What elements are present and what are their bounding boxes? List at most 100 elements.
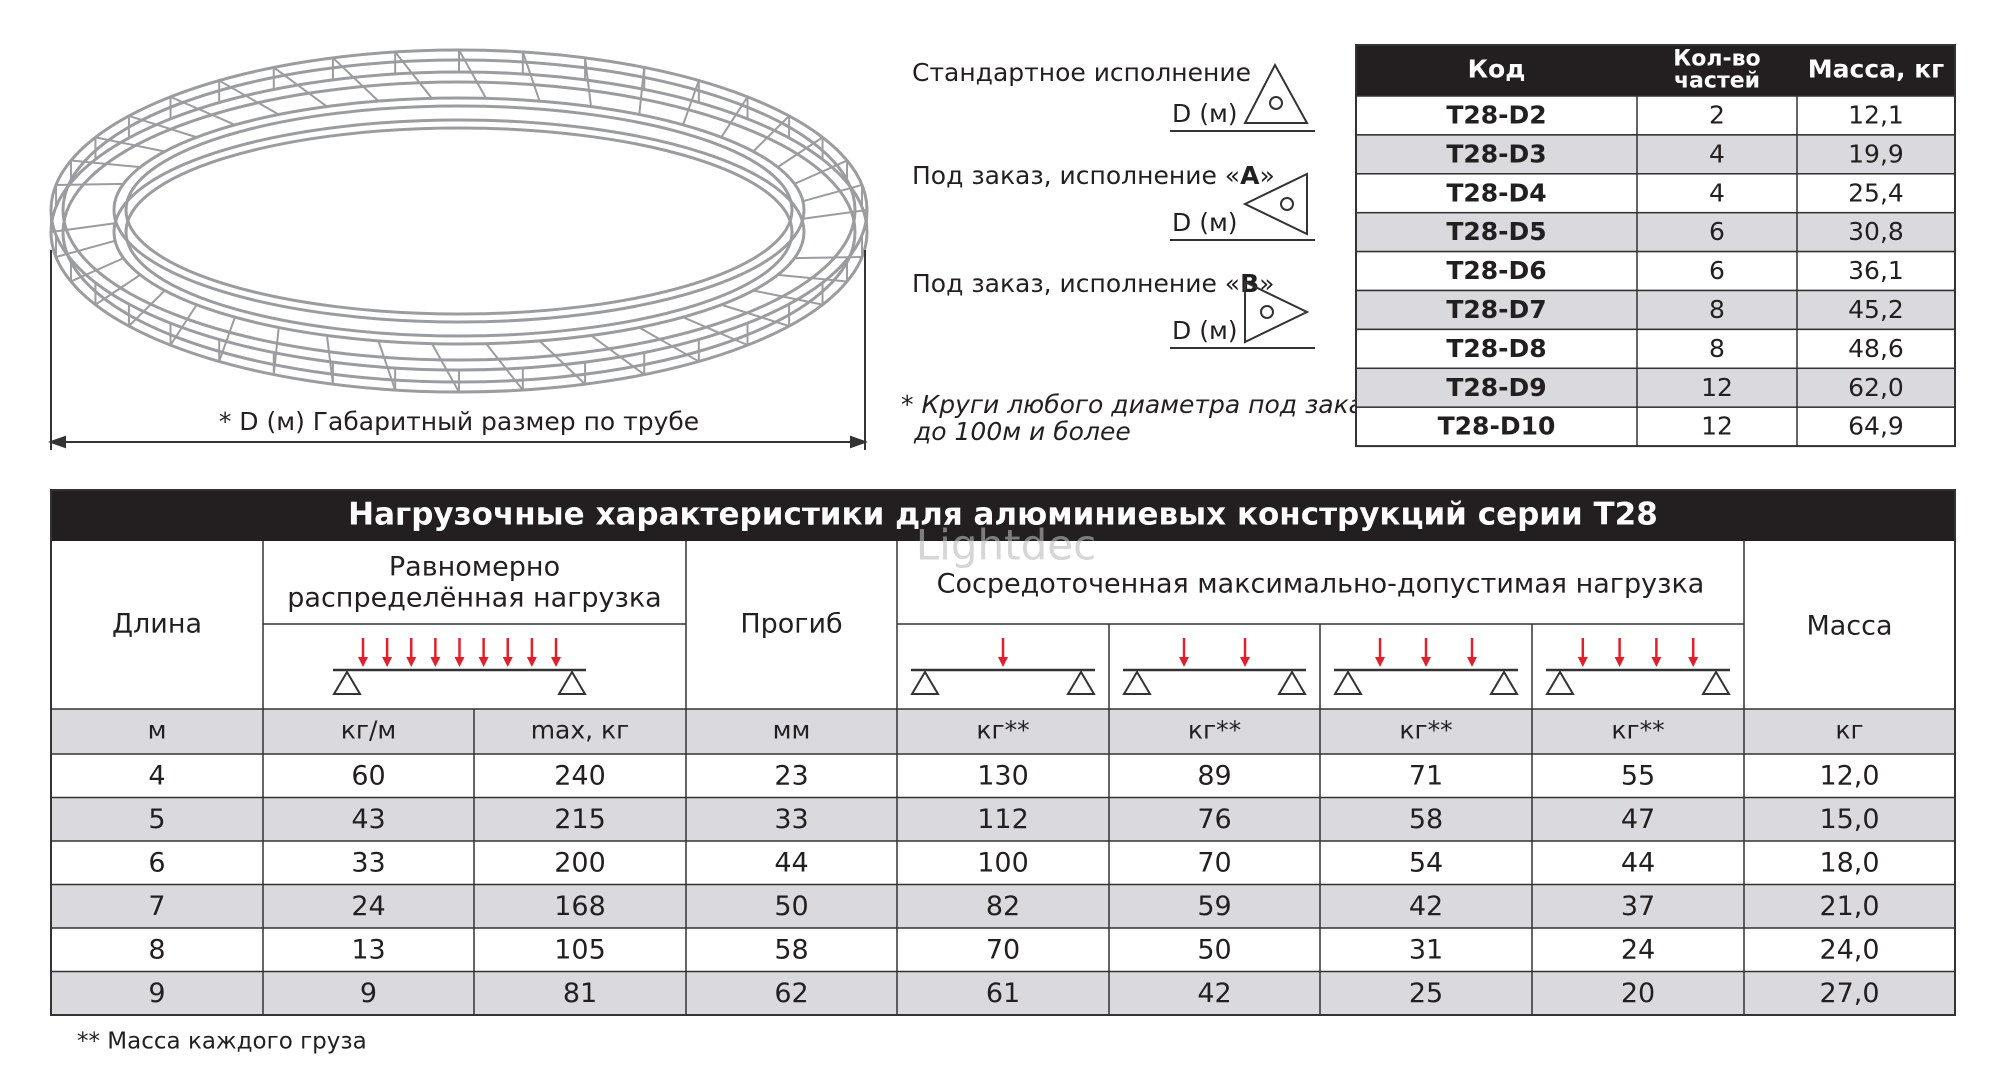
truss-strut <box>802 184 863 203</box>
table-header-bg <box>1356 45 1955 96</box>
table-cell: 33 <box>351 847 385 878</box>
truss-tube <box>124 104 794 316</box>
profile-dot <box>1269 96 1283 110</box>
support <box>910 670 940 695</box>
table-cell: 23 <box>774 760 808 791</box>
table-row-bg <box>51 884 1955 928</box>
load-arrow-head <box>526 657 537 667</box>
column-header: Длина <box>112 609 202 640</box>
table-cell: 9 <box>148 978 165 1009</box>
table-cell: 44 <box>1621 847 1655 878</box>
load-arrow-head <box>1614 657 1625 667</box>
table-cell: 54 <box>1409 847 1443 878</box>
load-arrow-head <box>406 657 417 667</box>
truss-strut <box>590 334 645 376</box>
truss-drawing <box>49 48 869 394</box>
table-cell: T28-D8 <box>1446 334 1546 363</box>
column-header: частей <box>1674 69 1760 94</box>
truss-strut <box>95 136 166 153</box>
table-cell: 20 <box>1621 978 1655 1009</box>
variant-dimension: D (м) <box>1172 316 1238 345</box>
table-cell: 76 <box>1197 804 1231 835</box>
table-cell: 62,0 <box>1848 373 1904 402</box>
unit-cell: кг** <box>976 716 1029 745</box>
note-line: до 100м и более <box>913 417 1131 446</box>
column-header: Прогиб <box>740 609 842 640</box>
table-cell: 200 <box>554 847 606 878</box>
column-header: Сосредоточенная максимально-допустимая н… <box>937 569 1705 600</box>
title-bar <box>51 490 1955 541</box>
truss-tube <box>112 118 806 346</box>
table-border <box>50 489 1956 1016</box>
truss-strut <box>377 340 397 391</box>
table-cell: 15,0 <box>1819 804 1879 835</box>
load-arrow-head <box>1688 657 1699 667</box>
support <box>1489 670 1519 695</box>
load-arrow-head <box>1375 657 1385 667</box>
table-cell: 55 <box>1621 760 1655 791</box>
watermark: Lightdec <box>916 521 1096 570</box>
profile-icon <box>1170 62 1315 132</box>
unit-cell: max, кг <box>531 716 630 745</box>
table-cell: T28-D4 <box>1446 178 1546 207</box>
table-cell: 9 <box>360 978 377 1009</box>
truss-strut <box>752 289 823 306</box>
table-row-bg <box>51 841 1955 885</box>
variant-label: Стандартное исполнение <box>912 58 1251 87</box>
table-border <box>1355 44 1956 448</box>
load-arrow-head <box>478 657 489 667</box>
support <box>1701 670 1731 695</box>
truss-strut <box>332 57 380 102</box>
load-icon <box>1545 638 1731 695</box>
support <box>1277 670 1307 695</box>
table-cell: 81 <box>563 978 597 1009</box>
footnote: ** Масса каждого груза <box>77 1029 367 1055</box>
table-cell: 71 <box>1409 760 1443 791</box>
table-cell: 12 <box>1701 412 1733 441</box>
table-cell: 24,0 <box>1819 934 1879 965</box>
truss-strut <box>70 159 141 169</box>
column-header: Код <box>1468 55 1526 84</box>
support <box>557 670 587 695</box>
load-icon <box>1122 638 1307 695</box>
table-cell: T28-D9 <box>1446 373 1546 402</box>
truss-strut <box>720 96 749 138</box>
table-cell: 4 <box>148 760 165 791</box>
table-cell: 6 <box>148 847 165 878</box>
table-cell: 70 <box>1197 847 1231 878</box>
profile-icon <box>1170 172 1315 241</box>
truss-strut <box>431 343 460 393</box>
truss-strut <box>777 273 848 283</box>
load-arrow-head <box>358 657 368 667</box>
table-cell: 42 <box>1409 891 1443 922</box>
table-cell: 43 <box>351 804 385 835</box>
table-cell: 12 <box>1701 373 1733 402</box>
truss-strut <box>682 80 700 126</box>
variant-label: Под заказ, исполнение «A» <box>912 161 1275 190</box>
table-row-bg <box>51 928 1955 972</box>
profile-shape <box>1242 172 1308 236</box>
table-cell: 6 <box>1709 217 1725 246</box>
load-arrow-head <box>502 657 513 667</box>
table-cell: T28-D10 <box>1438 412 1556 441</box>
table-cell: 112 <box>977 804 1029 835</box>
table-cell: 58 <box>774 934 808 965</box>
support <box>1066 670 1096 695</box>
truss-strut <box>394 51 433 99</box>
table-cell: 64,9 <box>1848 412 1904 441</box>
table-cell: 25 <box>1409 978 1443 1009</box>
table-cell: 12,1 <box>1848 100 1904 129</box>
truss-strut <box>752 115 790 153</box>
truss-strut <box>638 326 700 363</box>
load-arrow-head <box>454 657 465 667</box>
table-cell: 168 <box>554 891 606 922</box>
table-cell: 215 <box>554 804 606 835</box>
load-icon <box>910 638 1096 695</box>
load-arrow-head <box>1240 657 1250 667</box>
table-row-bg <box>1355 406 1956 447</box>
table-cell: 2 <box>1709 100 1725 129</box>
truss-strut <box>802 209 868 220</box>
truss-strut <box>218 316 236 362</box>
table-cell: 5 <box>148 804 165 835</box>
